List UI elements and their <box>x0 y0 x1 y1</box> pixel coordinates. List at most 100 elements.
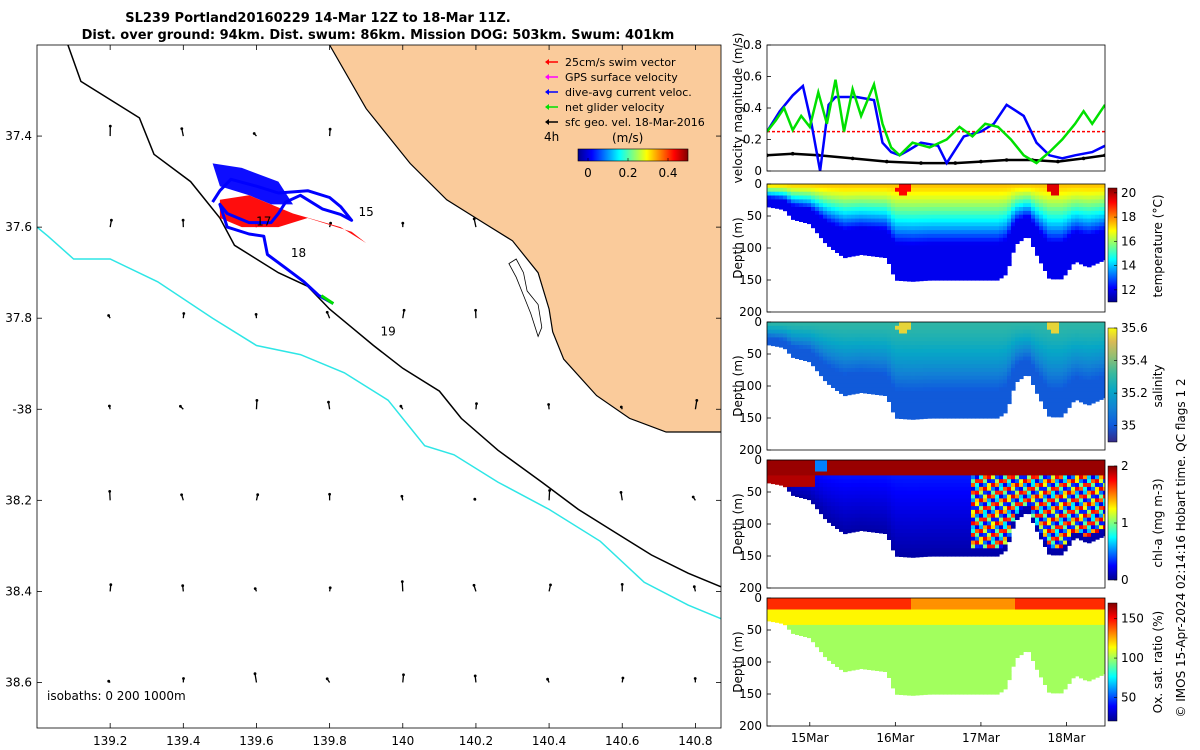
section-cell <box>847 502 852 507</box>
section-cell <box>907 341 912 346</box>
section-cell <box>895 486 900 492</box>
section-cell <box>919 352 924 358</box>
section-cell <box>1067 187 1072 193</box>
section-cell <box>915 475 920 480</box>
section-cell <box>871 322 876 327</box>
section-cell <box>1067 207 1072 212</box>
section-cell <box>1055 348 1060 354</box>
section-cell <box>839 475 844 480</box>
section-cell <box>899 398 904 404</box>
section-cell <box>855 383 860 388</box>
section-cell <box>815 207 820 212</box>
section-cell <box>871 471 876 476</box>
section-cell <box>843 195 848 200</box>
section-cell <box>855 498 860 503</box>
section-cell <box>1083 364 1088 369</box>
section-cell <box>923 387 928 392</box>
section-cell <box>891 329 896 335</box>
section-cell <box>1059 210 1064 216</box>
section-cell <box>999 249 1004 254</box>
section-cell <box>883 337 888 342</box>
section-cell <box>1091 210 1096 216</box>
section-cell <box>967 218 972 223</box>
section-cell <box>843 513 848 519</box>
section-cell <box>915 483 920 488</box>
section-cell <box>811 463 816 469</box>
section-cell <box>879 391 884 396</box>
section-cell <box>1035 364 1040 369</box>
section-cell <box>807 494 812 499</box>
section-cell <box>895 375 900 381</box>
section-cell <box>831 333 836 338</box>
section-cell <box>839 517 844 522</box>
section-cell <box>935 475 940 480</box>
section-cell <box>823 364 828 369</box>
section-cell <box>923 506 928 511</box>
section-cell <box>983 502 988 507</box>
section-cell <box>895 195 900 200</box>
section-cell <box>851 184 856 189</box>
section-cell <box>823 513 828 519</box>
section-cell <box>1099 245 1104 250</box>
section-cell <box>919 525 924 530</box>
section-cell <box>1019 329 1024 335</box>
section-cell <box>943 237 948 243</box>
section-cell <box>1003 506 1008 511</box>
section-cell <box>879 218 884 223</box>
section-cell <box>831 463 836 469</box>
section-cell <box>891 410 896 413</box>
section-cell <box>979 548 984 553</box>
section-cell <box>979 333 984 338</box>
section-cell <box>919 502 924 507</box>
section-cell <box>923 337 928 342</box>
section-cell <box>1027 368 1032 373</box>
section-cell <box>979 521 984 526</box>
section-cell <box>935 406 940 411</box>
section-cell <box>891 387 896 392</box>
section-cell <box>915 402 920 407</box>
section-cell <box>839 195 844 200</box>
section-cell <box>923 264 928 269</box>
section-cell <box>983 249 988 254</box>
section-cell <box>1095 214 1100 220</box>
section-cell <box>987 207 992 212</box>
section-cell <box>859 214 864 220</box>
section-cell <box>859 222 864 227</box>
section-cell <box>959 260 964 266</box>
section-cell <box>815 368 820 372</box>
section-cell <box>827 233 832 239</box>
section-cell <box>823 222 828 227</box>
section-cell <box>963 402 968 407</box>
section-cell <box>875 368 880 373</box>
section-cell <box>999 257 1004 262</box>
section-cell <box>807 360 812 363</box>
section-cell <box>951 533 956 538</box>
section-cell <box>851 237 856 243</box>
section-cell <box>1007 210 1012 216</box>
section-cell <box>899 548 904 553</box>
section-cell <box>1087 322 1092 327</box>
section-cell <box>1027 471 1032 476</box>
section-cell <box>1083 356 1088 361</box>
section-cell <box>895 322 900 327</box>
section-cell <box>863 375 868 381</box>
section-cell <box>867 210 872 216</box>
section-cell <box>855 371 860 377</box>
section-cell <box>1095 199 1100 204</box>
section-cell <box>1035 352 1040 358</box>
section-cell <box>979 264 984 269</box>
section-cell <box>839 529 844 532</box>
section-cell <box>1063 226 1068 231</box>
section-cell <box>1071 184 1076 189</box>
section-cell <box>1051 395 1056 400</box>
section-cell <box>1011 226 1016 231</box>
section-cell <box>791 348 796 354</box>
section-cell <box>947 479 952 484</box>
section-cell <box>979 230 984 235</box>
section-cell <box>895 556 900 557</box>
section-cell <box>1039 329 1044 335</box>
section-cell <box>1019 214 1024 220</box>
section-cell <box>979 272 984 277</box>
section-cell <box>891 325 896 331</box>
